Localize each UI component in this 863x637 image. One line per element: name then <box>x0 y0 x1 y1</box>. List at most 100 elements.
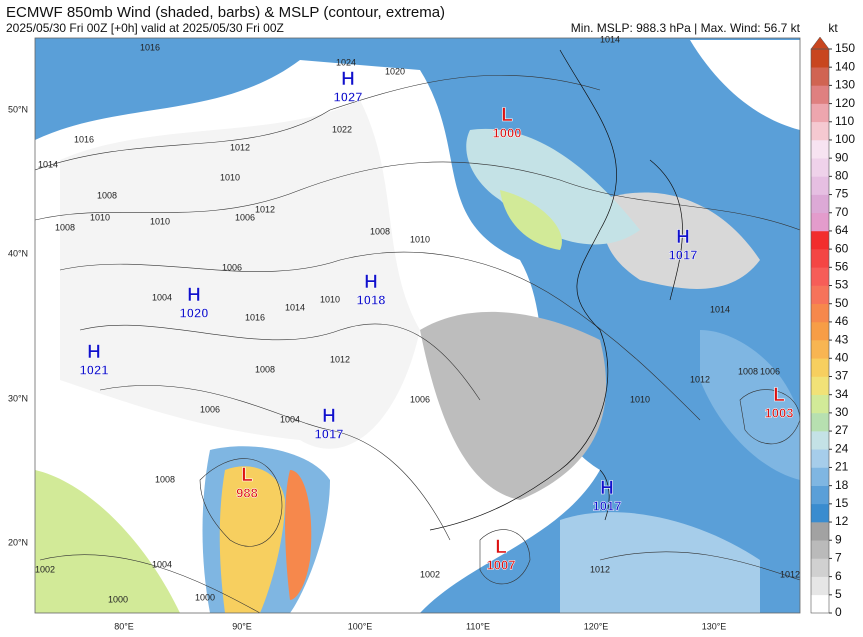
lon-label: 120°E <box>584 621 609 631</box>
colorbar-label: 9 <box>835 532 842 546</box>
center-value: 1007 <box>487 557 516 572</box>
colorbar-label: 75 <box>835 187 849 201</box>
colorbar-bin <box>811 522 829 541</box>
colorbar-label: 64 <box>835 223 849 237</box>
colorbar-bin <box>811 503 829 523</box>
contour-label: 1012 <box>590 564 610 574</box>
contour-label: 1002 <box>420 569 440 579</box>
isobars <box>35 74 800 613</box>
contour-label: 1008 <box>155 474 175 484</box>
title: ECMWF 850mb Wind (shaded, barbs) & MSLP … <box>6 4 445 21</box>
contour-label: 1008 <box>55 222 75 232</box>
colorbar-label: 18 <box>835 478 849 492</box>
contour-label: 1002 <box>35 564 55 574</box>
map-frame <box>34 37 801 614</box>
center-value: 1020 <box>180 305 209 320</box>
center-value: 1018 <box>357 292 386 307</box>
lon-label: 110°E <box>466 621 490 631</box>
center-symbol: H <box>364 272 378 293</box>
colorbar-label: 120 <box>835 96 855 110</box>
contour-label: 1008 <box>370 226 390 236</box>
center-symbol: H <box>322 406 336 427</box>
contour-label: 1008 <box>255 364 275 374</box>
center-symbol: H <box>676 227 690 248</box>
colorbar-label: 130 <box>835 78 855 92</box>
center-symbol: L <box>495 537 507 558</box>
colorbar-label: 46 <box>835 314 849 328</box>
contour-label: 1016 <box>245 312 265 322</box>
colorbar-label: 110 <box>835 114 854 128</box>
colorbar-bin <box>811 267 829 286</box>
lat-label: 20°N <box>8 537 28 547</box>
colorbar-bin <box>811 576 829 596</box>
contour-label: 1010 <box>410 234 430 244</box>
colorbar-label: 6 <box>835 569 842 583</box>
colorbar-label: 0 <box>835 605 842 619</box>
center-value: 1003 <box>765 405 794 420</box>
contour-label: 1006 <box>200 404 220 414</box>
subtitle: 2025/05/30 Fri 00Z [+0h] valid at 2025/0… <box>6 21 284 35</box>
colorbar-label: 30 <box>835 405 849 419</box>
colorbar-label: 7 <box>835 551 842 565</box>
colorbar-bin <box>811 285 829 305</box>
center-value: 1017 <box>669 247 698 262</box>
colorbar-label: 37 <box>835 369 849 383</box>
colorbar-bin <box>811 467 829 486</box>
contour-label: 1000 <box>195 592 215 602</box>
colorbar-bin <box>811 394 829 414</box>
colorbar-bin <box>811 358 829 377</box>
colorbar-label: 50 <box>835 296 849 310</box>
colorbar-bin <box>811 303 829 323</box>
colorbar-bin <box>811 340 829 359</box>
contour-label: 1014 <box>600 34 620 44</box>
colorbar-bin <box>811 176 829 195</box>
center-symbol: H <box>187 285 201 306</box>
contour-label: 1000 <box>108 594 128 604</box>
center-symbol: H <box>600 478 614 499</box>
colorbar-bin <box>811 540 829 559</box>
lat-label: 40°N <box>8 248 28 258</box>
colorbar-bin <box>811 194 829 214</box>
lat-label: 30°N <box>8 393 28 403</box>
contour-label: 1004 <box>152 559 172 569</box>
colorbar-bin <box>811 594 829 614</box>
contour-label: 1010 <box>320 294 340 304</box>
colorbar-frame <box>810 48 830 614</box>
colorbar-label: 40 <box>835 350 849 364</box>
colorbar-bin <box>811 249 829 268</box>
stats: Min. MSLP: 988.3 hPa | Max. Wind: 56.7 k… <box>571 21 801 35</box>
center-symbol: L <box>773 385 785 406</box>
contour-label: 1010 <box>220 172 240 182</box>
colorbar-label: 150 <box>835 41 855 55</box>
contour-label: 1006 <box>235 212 255 222</box>
colorbar-label: 5 <box>835 587 842 601</box>
contour-label: 1014 <box>710 304 730 314</box>
colorbar-bin <box>811 412 829 432</box>
colorbar-label: 56 <box>835 259 849 273</box>
center-value: 988 <box>236 485 258 500</box>
center-value: 1000 <box>493 125 522 140</box>
colorbar-label: 53 <box>835 278 849 292</box>
colorbar-label: 34 <box>835 387 849 401</box>
lon-label: 100°E <box>348 621 373 631</box>
contour-label: 1008 <box>738 366 758 376</box>
colorbar-arrow <box>810 36 830 50</box>
center-symbol: L <box>501 105 513 126</box>
colorbar-bin <box>811 121 829 141</box>
colorbar-bin <box>811 212 829 232</box>
lat-label: 50°N <box>8 104 28 114</box>
contour-label: 1024 <box>336 57 356 67</box>
colorbar-bin <box>811 230 829 250</box>
colorbar-bin <box>811 103 829 123</box>
colorbar-label: 80 <box>835 169 849 183</box>
contour-label: 1006 <box>760 366 780 376</box>
contour-label: 1010 <box>90 212 110 222</box>
colorbar-label: 100 <box>835 132 855 146</box>
contour-label: 1012 <box>255 204 275 214</box>
colorbar-bin <box>811 558 829 577</box>
center-value: 1017 <box>315 426 344 441</box>
contour-label: 1006 <box>222 262 242 272</box>
contour-label: 1012 <box>230 142 250 152</box>
colorbar-bin <box>811 449 829 468</box>
